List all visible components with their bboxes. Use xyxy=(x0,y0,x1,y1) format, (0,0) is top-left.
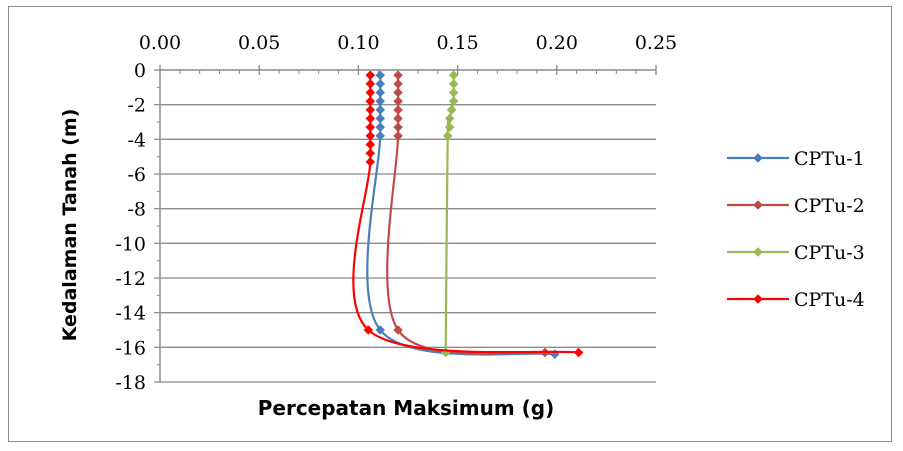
series-line-cptu-4 xyxy=(352,75,579,354)
data-point-cptu-4 xyxy=(363,325,374,335)
data-point-cptu-1 xyxy=(375,70,386,81)
data-point-cptu-3 xyxy=(444,113,455,124)
data-point-cptu-3 xyxy=(448,70,459,81)
data-point-cptu-4 xyxy=(365,113,376,124)
data-point-cptu-2 xyxy=(393,79,403,89)
x-tick-label: 0.05 xyxy=(238,32,280,54)
data-point-cptu-2 xyxy=(393,113,403,124)
data-point-cptu-4 xyxy=(365,79,376,89)
x-tick-label: 0.20 xyxy=(536,32,578,54)
data-point-cptu-3 xyxy=(444,122,455,133)
y-tick-label: -10 xyxy=(115,233,146,255)
series-line-cptu-2 xyxy=(386,75,546,355)
data-point-cptu-4 xyxy=(365,122,376,133)
data-point-cptu-2 xyxy=(393,87,403,98)
data-point-cptu-1 xyxy=(375,113,386,124)
data-point-cptu-1 xyxy=(375,79,386,89)
data-point-cptu-3 xyxy=(446,105,457,115)
legend-label-cptu-4: CPTu-4 xyxy=(794,289,865,311)
data-point-cptu-1 xyxy=(375,325,386,335)
data-point-cptu-4 xyxy=(365,139,376,150)
y-axis-title: Kedalaman Tanah (m) xyxy=(59,109,81,342)
x-axis-title: Percepatan Maksimum (g) xyxy=(258,396,555,420)
data-point-cptu-4 xyxy=(365,105,376,115)
x-tick-label: 0.10 xyxy=(337,32,379,54)
data-point-cptu-1 xyxy=(375,87,386,98)
data-point-cptu-4 xyxy=(573,347,584,358)
legend-marker-cptu-3 xyxy=(753,247,763,257)
legend-marker-cptu-1 xyxy=(753,153,763,163)
y-tick-label: -6 xyxy=(127,164,146,186)
y-tick-label: -12 xyxy=(115,268,146,290)
axes xyxy=(154,65,657,383)
y-tick-label: -2 xyxy=(127,95,146,117)
x-tick-label: 0.00 xyxy=(139,32,181,54)
legend-label-cptu-3: CPTu-3 xyxy=(794,242,865,264)
data-point-cptu-2 xyxy=(393,105,403,115)
gridlines xyxy=(160,104,656,383)
data-point-cptu-1 xyxy=(375,105,386,115)
y-tick-label: -14 xyxy=(115,303,146,325)
legend-marker-cptu-2 xyxy=(753,200,763,210)
y-tick-label: -4 xyxy=(127,129,146,151)
legend-marker-cptu-4 xyxy=(753,294,763,304)
data-point-cptu-4 xyxy=(365,148,376,159)
y-tick-label: -18 xyxy=(115,372,146,394)
data-point-cptu-1 xyxy=(375,131,386,141)
y-tick-label: -8 xyxy=(127,199,146,221)
series-layer xyxy=(352,70,584,360)
x-tick-label: 0.15 xyxy=(436,32,478,54)
data-point-cptu-4 xyxy=(365,87,376,98)
data-point-cptu-3 xyxy=(442,131,453,141)
data-point-cptu-3 xyxy=(448,79,459,89)
legend-label-cptu-1: CPTu-1 xyxy=(794,148,865,170)
tick-labels: 0 -2 -4 -6 -8 -10 -12 -14 -16 -18 0.00 0.05 0.10 0.15… xyxy=(115,32,677,394)
data-point-cptu-3 xyxy=(448,96,459,107)
data-point-cptu-2 xyxy=(393,122,403,133)
data-point-cptu-2 xyxy=(393,325,403,335)
chart-frame xyxy=(8,6,892,442)
data-point-cptu-4 xyxy=(365,70,376,81)
legend: CPTu-1 CPTu-2 CPTu-3 CPTu-4 xyxy=(727,148,865,311)
data-point-cptu-4 xyxy=(365,157,376,167)
data-point-cptu-2 xyxy=(393,131,403,141)
y-tick-label: 0 xyxy=(134,60,146,82)
data-point-cptu-2 xyxy=(393,70,403,81)
data-point-cptu-3 xyxy=(448,87,459,98)
legend-label-cptu-2: CPTu-2 xyxy=(794,195,865,217)
x-tick-label: 0.25 xyxy=(635,32,677,54)
data-point-cptu-1 xyxy=(375,122,386,133)
y-tick-label: -16 xyxy=(115,337,146,359)
